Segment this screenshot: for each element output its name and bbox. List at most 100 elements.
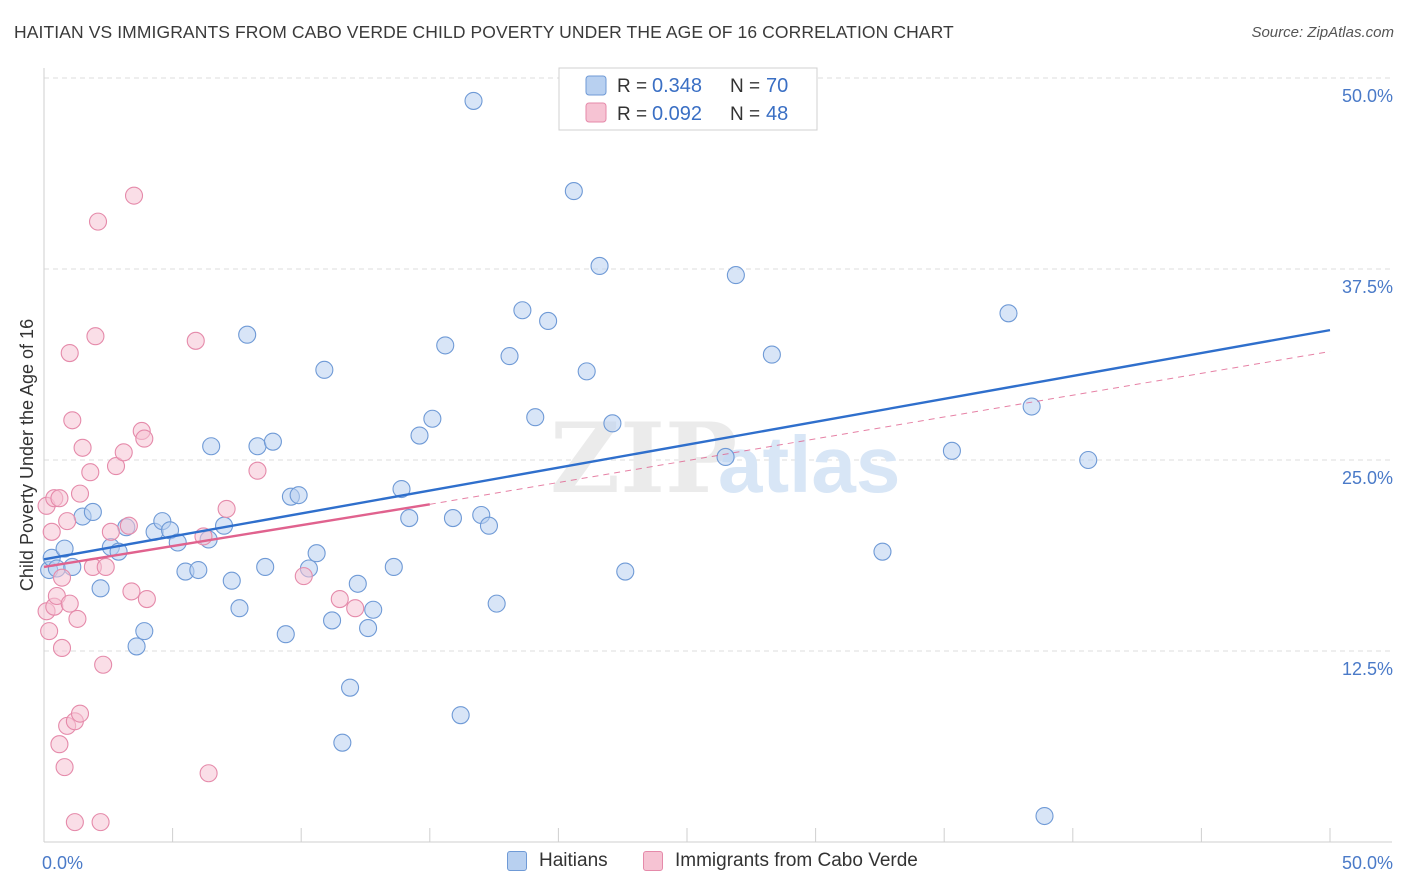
point-haitians (400, 509, 419, 528)
legend-swatch (643, 851, 663, 871)
grid (44, 77, 1392, 652)
point-cabo-verde (68, 609, 87, 628)
point-haitians (513, 301, 532, 320)
point-cabo-verde (96, 557, 115, 577)
point-cabo-verde (346, 599, 365, 618)
point-haitians (364, 600, 383, 619)
point-haitians (289, 486, 308, 505)
point-cabo-verde (63, 411, 82, 430)
x-tick-label: 50.0% (1342, 853, 1393, 873)
point-haitians (500, 347, 519, 366)
trend-line-cabo-verde (43, 503, 430, 569)
point-cabo-verde (60, 594, 79, 613)
y-axis-label: Child Poverty Under the Age of 16 (17, 319, 37, 591)
legend-r-value-haitians: 0.348 (652, 75, 702, 97)
legend-n-label-haitians: N = (730, 76, 760, 97)
point-haitians (577, 362, 596, 381)
x-tick-label: 0.0% (42, 853, 83, 873)
trend-extension-cabo-verde (429, 351, 1331, 505)
point-cabo-verde (52, 568, 72, 587)
point-haitians (1079, 450, 1098, 470)
point-cabo-verde (65, 813, 84, 832)
point-haitians (91, 579, 110, 598)
point-cabo-verde (330, 589, 349, 609)
point-cabo-verde (58, 512, 77, 531)
point-haitians (616, 562, 635, 581)
point-cabo-verde (50, 735, 69, 754)
axes (43, 68, 1392, 843)
point-haitians (762, 345, 781, 364)
point-haitians (526, 408, 545, 427)
point-haitians (276, 625, 295, 644)
point-haitians (230, 599, 249, 618)
point-haitians (238, 325, 257, 344)
legend-item-cabo-verde: Immigrants from Cabo Verde (643, 850, 918, 872)
point-haitians (726, 266, 745, 285)
point-haitians (423, 409, 442, 428)
point-haitians (222, 571, 241, 590)
point-haitians (539, 311, 558, 331)
legend-label-haitians: Haitians (539, 850, 608, 871)
point-haitians (479, 516, 499, 535)
point-haitians (942, 441, 961, 460)
point-haitians (716, 447, 735, 466)
point-haitians (341, 678, 360, 697)
point-cabo-verde (124, 186, 144, 205)
source-label: Source: ZipAtlas.com (1251, 24, 1394, 41)
point-haitians (315, 360, 334, 379)
point-cabo-verde (135, 429, 154, 448)
point-haitians (451, 706, 470, 725)
trend-lines (43, 328, 1331, 569)
point-haitians (359, 619, 378, 638)
point-haitians (202, 437, 221, 456)
trend-line-haitians (43, 328, 1331, 561)
point-haitians (189, 560, 208, 580)
point-cabo-verde (114, 443, 133, 462)
point-haitians (307, 544, 326, 563)
legend-swatch (507, 851, 527, 871)
point-cabo-verde (217, 499, 236, 518)
point-haitians (999, 304, 1018, 323)
point-haitians (1022, 397, 1041, 416)
legend-n-value-haitians: 70 (766, 75, 788, 97)
point-cabo-verde (52, 638, 72, 657)
point-cabo-verde (60, 343, 79, 363)
y-tick-label: 25.0% (1342, 468, 1393, 488)
legend-r-label-haitians: R = (617, 76, 647, 97)
point-haitians (83, 502, 102, 522)
point-haitians (127, 637, 146, 656)
point-haitians (263, 432, 282, 451)
tick-labels: 12.5% 25.0% 37.5% 50.0% 0.0% 50.0% (42, 86, 1393, 873)
legend: R = 0.348 N = 70 R = 0.092 N = 48 (558, 67, 818, 131)
point-cabo-verde (106, 457, 126, 476)
point-haitians (333, 733, 352, 752)
chart-title: HAITIAN VS IMMIGRANTS FROM CABO VERDE CH… (14, 22, 954, 42)
point-haitians (464, 91, 483, 110)
point-cabo-verde (86, 327, 105, 346)
point-cabo-verde (73, 438, 92, 457)
point-cabo-verde (42, 522, 61, 541)
point-haitians (436, 336, 455, 355)
point-cabo-verde (137, 589, 156, 609)
series-legend: Haitians Immigrants from Cabo Verde (0, 850, 1406, 880)
point-haitians (135, 622, 154, 641)
point-cabo-verde (50, 489, 69, 508)
legend-item-haitians: Haitians (507, 850, 608, 872)
y-tick-label: 50.0% (1342, 86, 1393, 106)
point-cabo-verde (81, 463, 100, 482)
point-haitians (1035, 806, 1054, 826)
legend-r-value-cabo-verde: 0.092 (652, 103, 702, 125)
y-tick-label: 12.5% (1342, 659, 1393, 679)
point-haitians (248, 437, 267, 456)
point-haitians (443, 509, 462, 528)
point-cabo-verde (248, 461, 267, 480)
point-cabo-verde (294, 567, 313, 586)
point-haitians (256, 557, 275, 577)
point-cabo-verde (101, 522, 120, 541)
legend-label-cabo-verde: Immigrants from Cabo Verde (675, 850, 918, 871)
point-cabo-verde (88, 212, 108, 231)
legend-n-value-cabo-verde: 48 (766, 103, 788, 125)
point-cabo-verde (186, 331, 205, 350)
point-haitians (348, 574, 367, 593)
